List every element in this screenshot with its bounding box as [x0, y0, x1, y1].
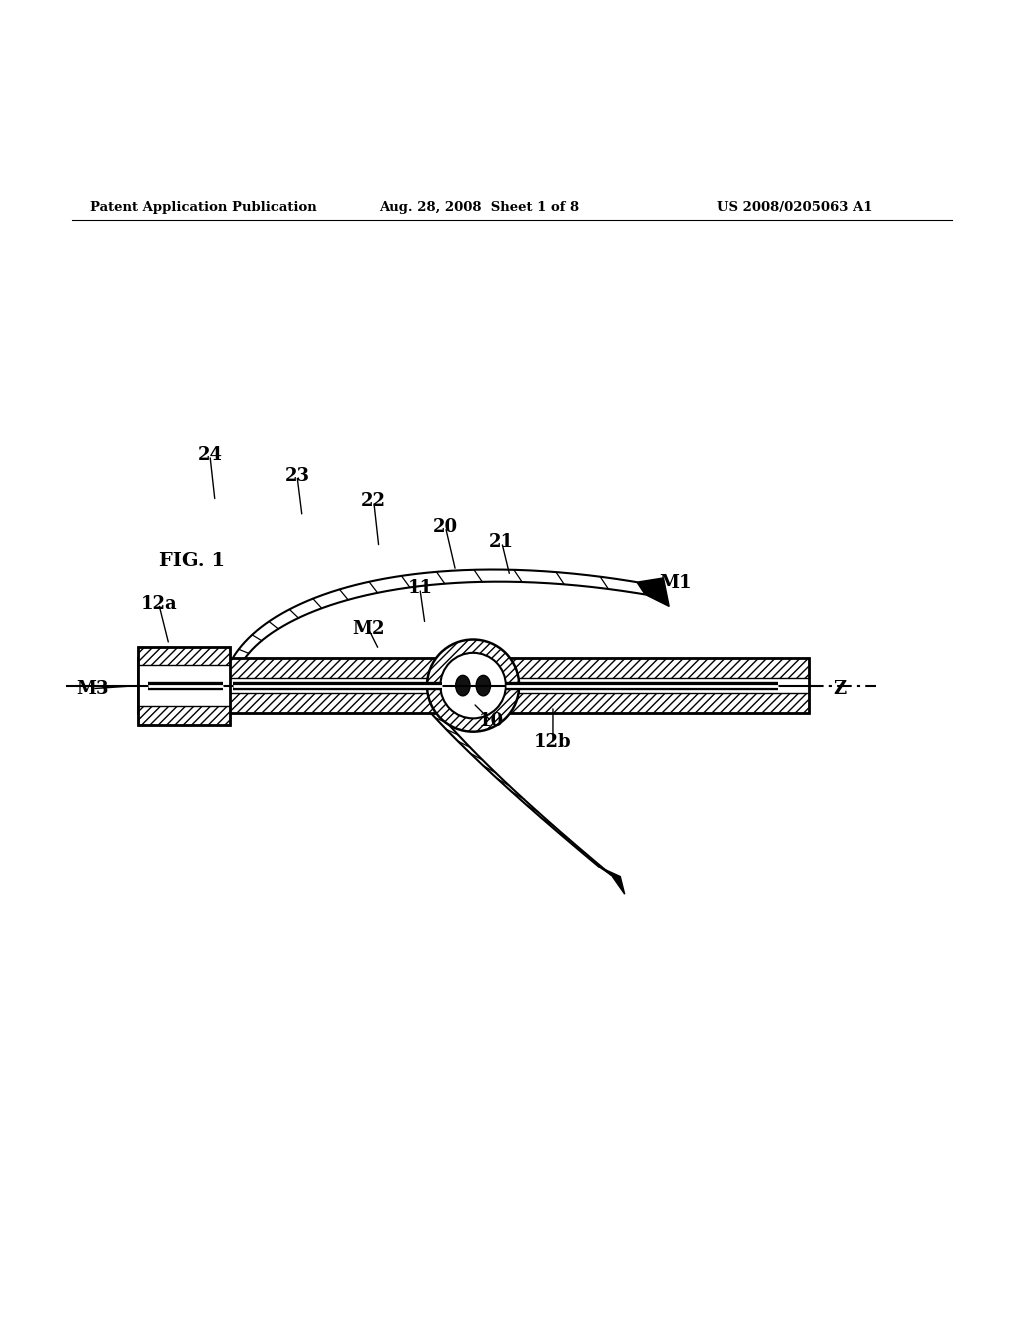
Text: 12a: 12a — [140, 595, 177, 612]
Text: 11: 11 — [408, 579, 432, 598]
Text: 22: 22 — [361, 492, 386, 511]
Text: Aug. 28, 2008  Sheet 1 of 8: Aug. 28, 2008 Sheet 1 of 8 — [379, 201, 579, 214]
Text: Z: Z — [834, 680, 846, 698]
Polygon shape — [599, 867, 625, 894]
Text: Patent Application Publication: Patent Application Publication — [90, 201, 316, 214]
Bar — [138, 706, 230, 725]
Text: 10: 10 — [479, 713, 504, 730]
Bar — [138, 647, 230, 725]
Text: 20: 20 — [433, 517, 458, 536]
Text: 24: 24 — [198, 446, 222, 465]
Bar — [138, 657, 809, 713]
Circle shape — [427, 639, 519, 731]
Bar — [138, 693, 809, 713]
Bar — [138, 657, 809, 713]
Text: 21: 21 — [489, 533, 514, 552]
Text: M1: M1 — [659, 574, 692, 593]
Polygon shape — [637, 578, 670, 606]
Text: 12b: 12b — [535, 733, 571, 751]
Ellipse shape — [476, 676, 490, 696]
Text: M2: M2 — [352, 620, 385, 639]
Text: FIG. 1: FIG. 1 — [159, 553, 225, 570]
Bar — [138, 647, 230, 665]
Ellipse shape — [456, 676, 470, 696]
Text: M3: M3 — [76, 680, 109, 698]
Text: US 2008/0205063 A1: US 2008/0205063 A1 — [717, 201, 872, 214]
Bar — [138, 657, 809, 678]
Text: 23: 23 — [285, 467, 309, 484]
Bar — [138, 647, 230, 725]
Circle shape — [440, 653, 506, 718]
